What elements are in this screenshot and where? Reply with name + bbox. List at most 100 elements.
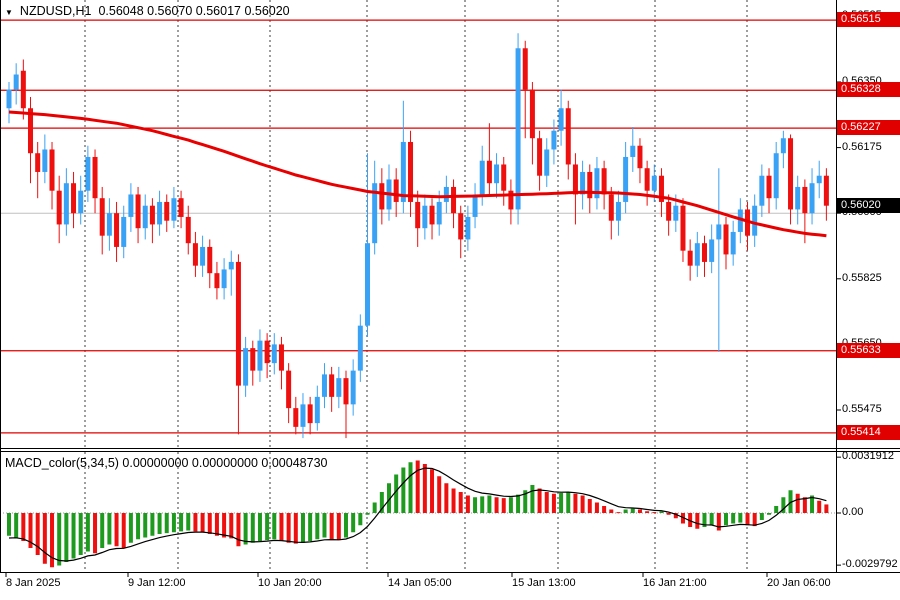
candle-bullish [479, 160, 485, 195]
macd-bar-up [150, 513, 155, 536]
macd-bar-down [544, 492, 549, 513]
candle-bullish [709, 239, 715, 262]
macd-bar-down [444, 483, 449, 513]
candle-bullish [580, 171, 586, 195]
macd-bar-up [365, 513, 370, 515]
macd-bar-up [308, 513, 313, 541]
candle-bullish [809, 183, 815, 214]
macd-bar-up [487, 495, 492, 513]
macd-bar-up [179, 513, 184, 532]
macd-bar-up [810, 495, 815, 513]
candle-bearish [164, 201, 170, 221]
macd-bar-down [609, 509, 614, 513]
macd-bar-up [559, 492, 564, 513]
macd-bar-up [157, 513, 162, 534]
macd-bar-down [207, 513, 212, 534]
candle-bearish [379, 183, 385, 210]
macd-bar-up [107, 513, 112, 545]
macd-bar-down [752, 513, 757, 527]
macd-bar-down [652, 512, 657, 514]
candle-bearish [192, 243, 198, 266]
macd-bar-down [329, 513, 334, 540]
macd-bar-up [300, 513, 305, 543]
macd-bar-down [494, 497, 499, 513]
macd-bar-down [114, 513, 119, 547]
candle-bullish [357, 325, 363, 371]
candle-bullish [13, 74, 19, 90]
candle-bearish [572, 164, 578, 195]
macd-bar-down [21, 513, 26, 541]
macd-bar-down [279, 513, 284, 541]
candle-bullish [630, 145, 636, 157]
candle-bearish [185, 216, 191, 244]
macd-bar-up [738, 513, 743, 523]
macd-bar-down [193, 513, 198, 532]
macd-axis-label: 0.0031912 [842, 450, 894, 463]
macd-bar-down [50, 513, 55, 568]
candle-bearish [149, 205, 155, 225]
candle-bearish [235, 261, 241, 386]
macd-bar-up [372, 502, 377, 513]
macd-bar-down [716, 513, 721, 531]
macd-bar-down [594, 502, 599, 513]
macd-bar-down [35, 513, 40, 555]
candle-bullish [472, 194, 478, 217]
macd-bar-up [724, 513, 728, 526]
level-price-badge: 0.56227 [837, 120, 900, 136]
candle-bearish [802, 186, 808, 214]
macd-bar-down [458, 492, 463, 513]
candle-bearish [286, 370, 292, 409]
macd-bar-down [587, 499, 592, 513]
time-axis-label: 14 Jan 05:00 [388, 577, 452, 589]
candle-bullish [551, 130, 557, 150]
macd-bar-up [351, 513, 356, 533]
macd-bar-down [222, 513, 227, 538]
candle-bearish [565, 108, 571, 165]
macd-bar-up [315, 513, 320, 540]
candle-bullish [752, 205, 758, 236]
candle-bullish [300, 404, 306, 427]
time-axis-label: 20 Jan 06:00 [767, 577, 831, 589]
price-axis-label: 0.56175 [842, 140, 882, 153]
macd-bar-up [322, 513, 327, 538]
candle-bearish [20, 70, 26, 109]
candle-bullish [623, 156, 629, 202]
macd-bar-up [566, 492, 571, 513]
macd-bar-up [343, 513, 348, 538]
candle-bearish [408, 141, 414, 202]
symbol-timeframe-label: NZDUSD,H1 [19, 4, 92, 18]
macd-bar-down [817, 500, 822, 513]
candle-bearish [458, 213, 464, 240]
candle-bearish [658, 175, 664, 202]
candle-bullish [773, 153, 779, 199]
macd-bar-down [121, 513, 126, 548]
macd-bar-down [580, 495, 585, 513]
macd-bar-down [200, 513, 205, 533]
candle-bearish [522, 48, 528, 90]
candle-bearish [178, 198, 184, 217]
macd-bar-down [824, 504, 829, 513]
candle-bearish [486, 160, 492, 184]
candle-bearish [415, 201, 421, 229]
candle-bearish [49, 149, 55, 191]
candle-bullish [816, 175, 822, 184]
macd-bar-up [250, 513, 255, 543]
macd-bar-down [795, 493, 800, 513]
moving-average-line[interactable] [8, 110, 827, 238]
candle-bearish [608, 194, 614, 221]
candle-bearish [99, 198, 105, 236]
candle-bullish [314, 396, 320, 424]
candle-bearish [537, 138, 543, 176]
macd-bar-down [236, 513, 241, 547]
macd-bar-up [171, 513, 176, 533]
candle-bullish [443, 186, 449, 202]
candle-bearish [71, 183, 77, 214]
macd-bar-up [57, 513, 62, 566]
macd-bar-up [480, 496, 485, 513]
macd-bar-up [243, 513, 248, 545]
symbol-dropdown-icon[interactable]: ▼ [5, 7, 13, 17]
candle-bullish [544, 149, 550, 176]
macd-bar-down [415, 460, 420, 513]
macd-bar-down [293, 513, 298, 544]
